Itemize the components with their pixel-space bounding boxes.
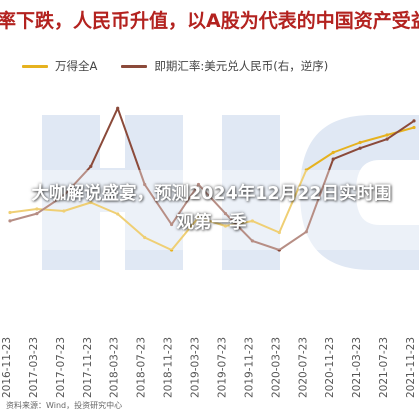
data-point-usd-cny-14: [385, 137, 389, 141]
series-line-wande-all-a: [9, 126, 415, 251]
data-point-usd-cny-11: [304, 230, 308, 234]
series-line-usd-cny: [9, 107, 415, 251]
data-point-usd-cny-10: [277, 248, 281, 252]
data-point-usd-cny-8: [223, 212, 228, 216]
data-point-wande-all-a-12: [331, 150, 335, 155]
data-point-usd-cny-13: [358, 146, 362, 150]
data-point-usd-cny-12: [331, 157, 335, 161]
data-point-usd-cny-1: [35, 212, 39, 216]
data-point-wande-all-a-10: [277, 230, 281, 235]
data-point-wande-all-a-4: [116, 212, 120, 216]
overlay-title: 大咖解说盛宴，预测2024年12月22日实时围观第一季: [31, 184, 392, 233]
data-point-usd-cny-4: [116, 106, 120, 110]
x-tick-label: 2016-11-23: [1, 337, 13, 398]
data-point-wande-all-a-11: [304, 168, 308, 172]
data-point-wande-all-a-2: [62, 209, 66, 213]
data-point-wande-all-a-5: [143, 235, 147, 240]
source-note: 资料来源：Wind，投资研究中心: [6, 401, 123, 410]
legend-label-wande-all-a: 万得全A: [55, 59, 98, 73]
x-tick-label: 2021-11-23: [405, 337, 417, 398]
data-point-wande-all-a-8: [223, 224, 228, 228]
data-point-usd-cny-15: [412, 119, 416, 123]
data-point-usd-cny-6: [170, 222, 174, 227]
headline: 汇率下跌，人民币升值，以A股为代表的中国资产受益: [0, 10, 419, 32]
data-point-usd-cny-3: [89, 164, 93, 168]
x-tick-label: 2019-07-23: [217, 337, 229, 398]
legend-item-wande-all-a: 万得全A: [22, 58, 97, 74]
data-point-usd-cny-0: [8, 219, 12, 223]
x-tick-label: 2017-03-23: [28, 337, 40, 398]
data-point-wande-all-a-14: [385, 133, 389, 137]
data-point-wande-all-a-1: [35, 207, 39, 211]
x-tick-label: 2021-07-23: [378, 337, 390, 398]
data-point-usd-cny-7: [196, 182, 201, 187]
x-tick-label: 2021-03-23: [351, 337, 363, 398]
data-point-wande-all-a-0: [8, 210, 12, 215]
legend-swatch-usd-cny: [121, 64, 148, 68]
x-tick-label: 2019-11-23: [243, 337, 255, 398]
data-point-usd-cny-2: [62, 193, 66, 198]
data-point-wande-all-a-15: [412, 125, 416, 130]
x-tick-label: 2020-07-23: [297, 337, 309, 398]
legend-label-usd-cny: 即期汇率:美元兑人民币(右，逆序): [154, 59, 329, 73]
data-point-wande-all-a-7: [196, 215, 201, 220]
x-tick-label: 2020-11-23: [324, 337, 336, 398]
x-tick-label: 2018-11-23: [163, 337, 175, 398]
data-point-usd-cny-5: [143, 182, 147, 187]
x-tick-label: 2018-03-23: [109, 337, 121, 398]
x-tick-label: 2020-03-23: [270, 337, 282, 398]
legend-item-usd-cny: 即期汇率:美元兑人民币(右，逆序): [121, 58, 328, 74]
data-point-wande-all-a-9: [250, 219, 254, 223]
overlay-band: [0, 170, 419, 250]
x-tick-label: 2017-07-23: [55, 337, 67, 398]
x-tick-label: 2018-07-23: [136, 337, 148, 398]
data-point-usd-cny-9: [250, 239, 254, 243]
data-point-wande-all-a-3: [89, 200, 93, 205]
data-point-wande-all-a-6: [170, 248, 174, 252]
data-point-wande-all-a-13: [358, 140, 362, 145]
x-tick-label: 2017-11-23: [82, 337, 94, 398]
legend-swatch-wande-all-a: [22, 64, 48, 68]
x-tick-label: 2019-03-23: [190, 337, 202, 398]
legend: 万得全A 即期汇率:美元兑人民币(右，逆序): [22, 56, 352, 76]
